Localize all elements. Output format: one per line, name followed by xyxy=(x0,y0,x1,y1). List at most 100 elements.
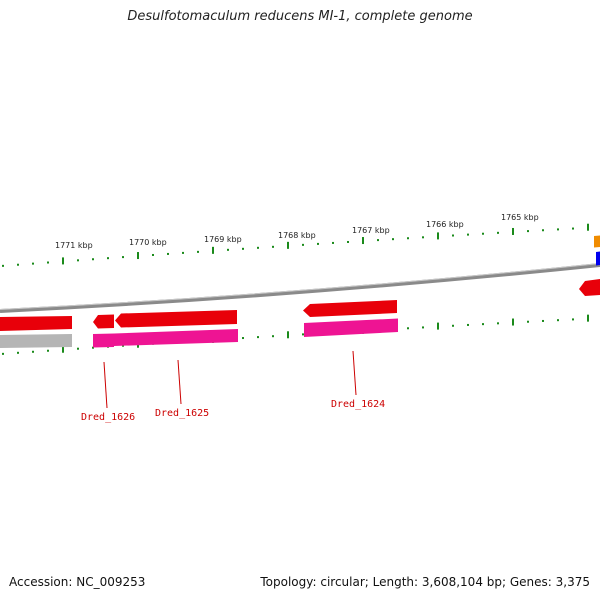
minor-tick-dot xyxy=(422,236,424,239)
minor-tick-dot xyxy=(422,326,424,329)
major-tick-mark xyxy=(137,252,139,260)
minor-tick-dot xyxy=(77,347,79,350)
tick-label-1766: 1766 kbp xyxy=(426,220,464,229)
minor-tick-dot xyxy=(242,247,244,250)
minor-tick-dot xyxy=(17,263,19,266)
major-tick-mark xyxy=(587,314,589,322)
gene-labels: Dred_1626 Dred_1625 Dred_1624 xyxy=(81,350,385,423)
minor-tick-dot xyxy=(497,231,499,234)
gene-block-small-reverse[interactable] xyxy=(93,333,114,348)
minor-tick-dot xyxy=(257,246,259,249)
minor-tick-dot xyxy=(527,320,529,323)
genome-backbone-highlight xyxy=(0,263,600,310)
minor-tick-dot xyxy=(122,256,124,259)
minor-tick-dot xyxy=(482,232,484,235)
gene-block-middle-reverse[interactable] xyxy=(114,329,238,346)
major-tick-mark xyxy=(512,227,514,235)
minor-tick-dot xyxy=(302,333,304,336)
minor-tick-dot xyxy=(332,241,334,244)
gene-block-right-forward[interactable] xyxy=(303,300,397,317)
gene-leader-line-1625 xyxy=(177,359,182,405)
minor-tick-dot xyxy=(2,352,4,355)
gene-block-edge-forward[interactable] xyxy=(579,279,600,296)
tick-label-1770: 1770 kbp xyxy=(129,238,167,247)
major-tick-mark xyxy=(62,257,64,265)
gene-block-left-forward[interactable] xyxy=(0,316,72,331)
minor-tick-dot xyxy=(197,250,199,253)
minor-tick-dot xyxy=(32,350,34,353)
gene-label-dred-1625[interactable]: Dred_1625 xyxy=(155,408,209,419)
minor-tick-dot xyxy=(572,318,574,321)
reverse-strand xyxy=(0,318,398,348)
minor-tick-dot xyxy=(47,261,49,264)
minor-tick-dot xyxy=(2,264,4,267)
gene-leader-line-1624 xyxy=(352,350,357,396)
minor-tick-dot xyxy=(92,258,94,261)
kbp-tick-labels: 1771 kbp 1770 kbp 1769 kbp 1768 kbp 1767… xyxy=(55,213,539,250)
minor-tick-dot xyxy=(17,351,19,354)
minor-tick-dot xyxy=(272,245,274,248)
minor-tick-dot xyxy=(272,335,274,338)
minor-tick-dot xyxy=(527,230,529,233)
minor-tick-dot xyxy=(317,242,319,245)
minor-tick-dot xyxy=(302,243,304,246)
minor-tick-dot xyxy=(152,253,154,256)
gene-label-dred-1624[interactable]: Dred_1624 xyxy=(331,399,385,410)
minor-tick-dot xyxy=(377,239,379,242)
major-tick-mark xyxy=(287,241,289,249)
gene-label-dred-1626[interactable]: Dred_1626 xyxy=(81,412,135,423)
major-tick-mark xyxy=(437,232,439,240)
accession-label: Accession: NC_009253 xyxy=(9,575,146,589)
minor-tick-dot xyxy=(167,252,169,255)
minor-tick-dot xyxy=(107,257,109,260)
minor-tick-dot xyxy=(467,323,469,326)
minor-tick-dot xyxy=(542,229,544,232)
forward-strand xyxy=(0,279,600,331)
minor-tick-dot xyxy=(467,233,469,236)
tick-label-1769: 1769 kbp xyxy=(204,235,242,244)
tick-label-1768: 1768 kbp xyxy=(278,231,316,240)
minor-tick-dot xyxy=(557,319,559,322)
genome-summary: Topology: circular; Length: 3,608,104 bp… xyxy=(260,575,590,589)
gene-block-left-grey[interactable] xyxy=(0,334,72,348)
minor-tick-dot xyxy=(497,322,499,325)
genome-title: Desulfotomaculum reducens MI-1, complete… xyxy=(127,9,473,24)
gene-block-middle-forward[interactable] xyxy=(115,310,237,328)
minor-tick-dot xyxy=(572,227,574,230)
major-tick-mark xyxy=(287,331,289,339)
tick-label-1771: 1771 kbp xyxy=(55,241,93,250)
minor-tick-dot xyxy=(452,324,454,327)
minor-tick-dot xyxy=(47,349,49,352)
minor-tick-dot xyxy=(182,251,184,254)
minor-tick-dot xyxy=(242,337,244,340)
gene-block-right-reverse[interactable] xyxy=(304,318,398,338)
major-tick-mark xyxy=(362,237,364,245)
minor-tick-dot xyxy=(92,346,94,349)
minor-tick-dot xyxy=(557,228,559,231)
major-tick-mark xyxy=(437,322,439,330)
gene-block-edge-blue[interactable] xyxy=(596,251,600,266)
gene-block-small-forward[interactable] xyxy=(93,314,114,329)
minor-tick-dot xyxy=(407,327,409,330)
minor-tick-dot xyxy=(392,238,394,241)
tick-label-1765: 1765 kbp xyxy=(501,213,539,222)
tick-label-1767: 1767 kbp xyxy=(352,226,390,235)
minor-tick-dot xyxy=(542,319,544,322)
major-tick-mark xyxy=(212,246,214,254)
gene-block-edge-orange[interactable] xyxy=(594,235,600,248)
minor-tick-dot xyxy=(347,240,349,243)
minor-tick-dot xyxy=(452,234,454,237)
minor-tick-dot xyxy=(407,237,409,240)
minor-tick-dot xyxy=(32,262,34,265)
major-tick-mark xyxy=(512,318,514,326)
genome-backbone xyxy=(0,263,600,313)
minor-tick-dot xyxy=(482,323,484,326)
gene-leader-line-1626 xyxy=(103,361,108,409)
minor-tick-dot xyxy=(227,248,229,251)
major-tick-mark xyxy=(587,223,589,231)
minor-tick-dot xyxy=(257,336,259,339)
major-tick-mark xyxy=(62,345,64,353)
minor-tick-dot xyxy=(77,259,79,262)
